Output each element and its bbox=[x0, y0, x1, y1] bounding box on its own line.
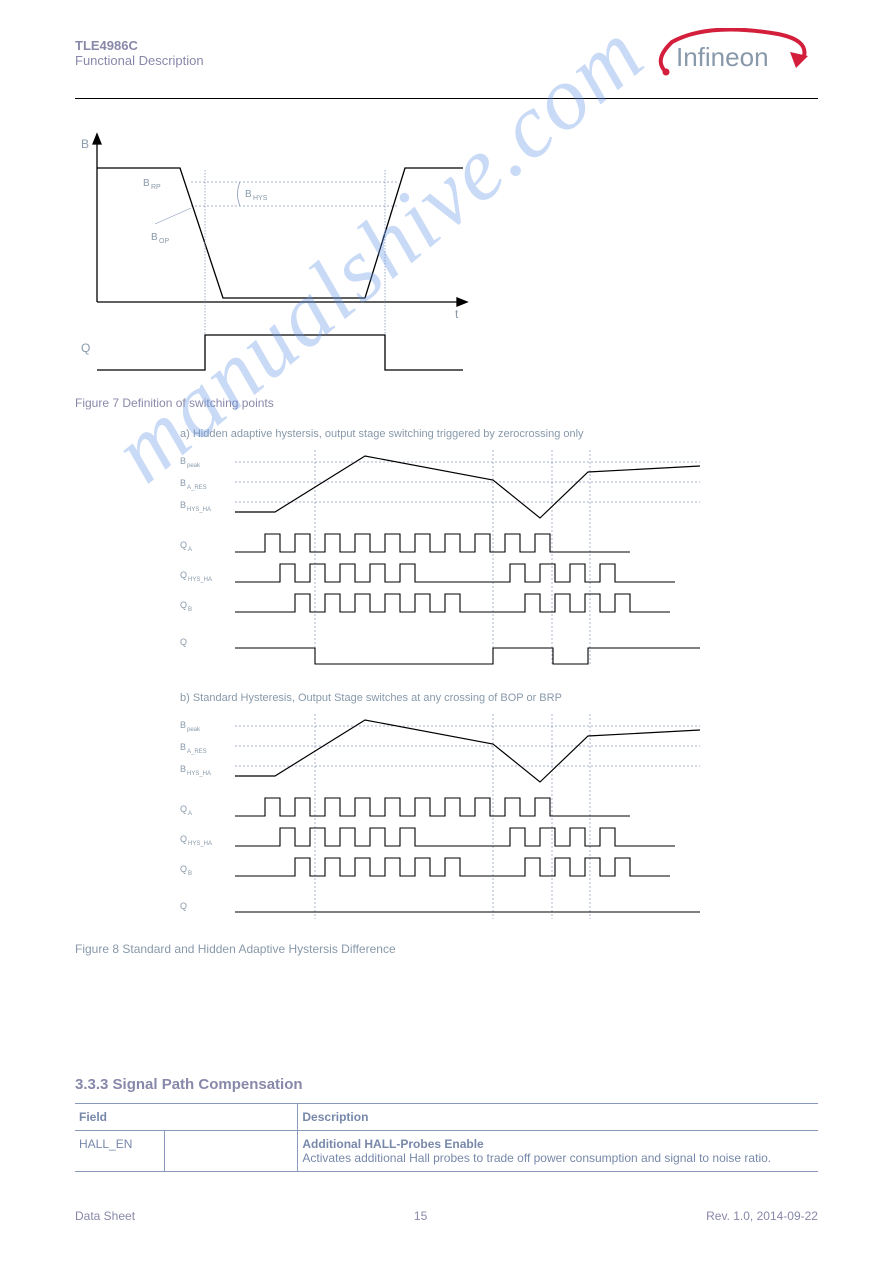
svg-text:Q: Q bbox=[180, 804, 187, 814]
th-desc: Description bbox=[298, 1104, 818, 1131]
figure-7-svg: B t BHYS BRP BOP Q bbox=[75, 130, 475, 385]
footer-center: 15 bbox=[414, 1209, 427, 1223]
svg-text:B: B bbox=[180, 478, 186, 488]
svg-text:HYS_HA: HYS_HA bbox=[188, 577, 212, 583]
svg-text:B: B bbox=[81, 137, 89, 151]
svg-text:Q: Q bbox=[180, 540, 187, 550]
cell-desc: Additional HALL-Probes EnableActivates a… bbox=[298, 1131, 818, 1172]
svg-text:Q: Q bbox=[180, 637, 187, 647]
svg-text:Q: Q bbox=[81, 341, 90, 355]
svg-text:Q: Q bbox=[180, 570, 187, 580]
header-text-block: TLE4986C Functional Description bbox=[75, 38, 204, 68]
page-footer: Data Sheet 15 Rev. 1.0, 2014-09-22 bbox=[75, 1209, 818, 1223]
figure-8b-svg: Bpeak BA_RES BHYS_HA QA QHYS_HA QB Q bbox=[180, 704, 720, 929]
svg-text:A: A bbox=[188, 547, 192, 553]
logo-text: Infineon bbox=[676, 42, 769, 72]
svg-text:peak: peak bbox=[187, 727, 201, 733]
product-name: TLE4986C bbox=[75, 38, 204, 53]
svg-text:B: B bbox=[143, 178, 150, 189]
svg-text:t: t bbox=[455, 307, 459, 321]
svg-text:B: B bbox=[188, 871, 192, 877]
svg-text:A: A bbox=[188, 811, 192, 817]
cell-field: HALL_EN bbox=[75, 1131, 164, 1172]
svg-text:peak: peak bbox=[187, 463, 201, 469]
svg-text:HYS_HA: HYS_HA bbox=[188, 841, 212, 847]
svg-text:HYS_HA: HYS_HA bbox=[187, 507, 211, 513]
svg-text:B: B bbox=[188, 607, 192, 613]
svg-text:RP: RP bbox=[151, 184, 161, 191]
header-subtitle: Functional Description bbox=[75, 53, 204, 68]
svg-text:A_RES: A_RES bbox=[187, 485, 207, 491]
svg-text:B: B bbox=[180, 742, 186, 752]
table-area: 3.3.3 Signal Path Compensation Field Des… bbox=[75, 1058, 818, 1172]
svg-text:OP: OP bbox=[159, 238, 169, 245]
cell-bits bbox=[164, 1131, 298, 1172]
svg-text:Q: Q bbox=[180, 864, 187, 874]
svg-text:HYS: HYS bbox=[253, 195, 268, 202]
svg-text:HYS_HA: HYS_HA bbox=[187, 771, 211, 777]
diagram-area: B t BHYS BRP BOP Q Figure 7 Definition o… bbox=[75, 130, 815, 956]
figure-8b-caption: b) Standard Hysteresis, Output Stage swi… bbox=[180, 692, 815, 704]
footer-left: Data Sheet bbox=[75, 1209, 135, 1223]
figure-8-caption: Figure 8 Standard and Hidden Adaptive Hy… bbox=[75, 942, 815, 956]
svg-text:Q: Q bbox=[180, 600, 187, 610]
parameter-table: Field Description HALL_EN Additional HAL… bbox=[75, 1103, 818, 1172]
figure-8a-caption: a) Hidden adaptive hystersis, output sta… bbox=[180, 428, 815, 440]
svg-text:Q: Q bbox=[180, 901, 187, 911]
svg-text:B: B bbox=[180, 456, 186, 466]
figure-7-caption: Figure 7 Definition of switching points bbox=[75, 396, 815, 410]
figure-8a-svg: Bpeak BA_RES BHYS_HA QA QHYS_HA QB Q bbox=[180, 440, 720, 675]
svg-text:Q: Q bbox=[180, 834, 187, 844]
svg-text:B: B bbox=[180, 764, 186, 774]
svg-text:B: B bbox=[245, 189, 252, 200]
svg-text:B: B bbox=[180, 720, 186, 730]
svg-text:B: B bbox=[151, 232, 158, 243]
th-field: Field bbox=[75, 1104, 298, 1131]
footer-right: Rev. 1.0, 2014-09-22 bbox=[706, 1209, 818, 1223]
svg-text:B: B bbox=[180, 500, 186, 510]
header-rule bbox=[75, 98, 818, 99]
section-heading: 3.3.3 Signal Path Compensation bbox=[75, 1076, 818, 1093]
infineon-logo: Infineon bbox=[648, 28, 818, 87]
svg-text:A_RES: A_RES bbox=[187, 749, 207, 755]
